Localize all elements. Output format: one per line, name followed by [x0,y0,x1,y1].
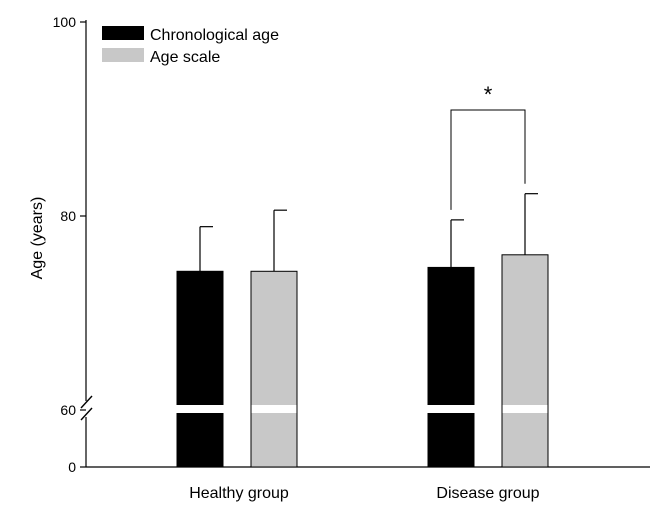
y-axis-label: Age (years) [29,197,46,280]
axis-break-mark [80,395,93,409]
y-tick-label: 60 [60,402,76,418]
bar [250,270,298,468]
significance-annotations: * [450,82,526,210]
bar-break-band [250,405,298,413]
legend-swatch [102,26,144,40]
bar-break-band [427,405,475,413]
legend-label: Age scale [150,49,220,66]
bar [427,266,475,468]
significance-bracket [450,109,526,210]
bar-break-band [501,405,549,413]
axes: 0 60 80 100 Healthy group Disease group [53,14,650,502]
y-tick-label: 100 [53,14,77,30]
axis-break-marks [80,395,93,421]
bar [176,270,224,468]
error-bars [199,193,538,272]
axis-break-mark [80,407,93,421]
x-tick-label: Healthy group [189,485,289,502]
significance-star: * [484,82,493,107]
bar [501,254,549,468]
bar-break-band [176,405,224,413]
legend-swatch [102,48,144,62]
legend: Chronological age Age scale [102,26,279,66]
legend-label: Chronological age [150,27,279,44]
y-tick-label: 80 [60,208,76,224]
y-tick-label: 0 [68,459,76,475]
x-tick-label: Disease group [436,485,539,502]
bars [176,254,549,468]
